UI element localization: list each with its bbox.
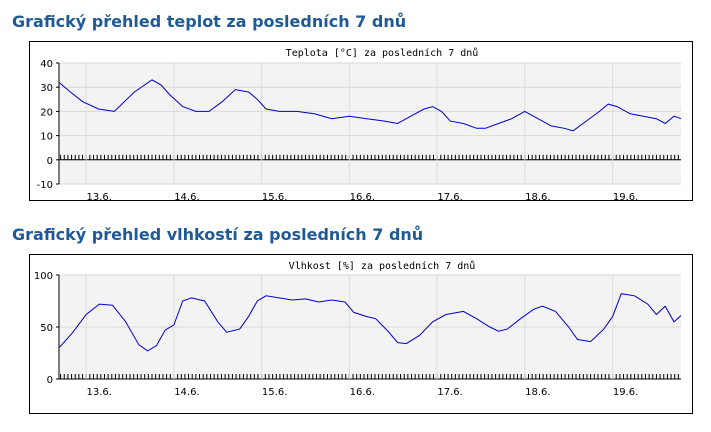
temperature-y-tick-label: 40	[40, 59, 53, 70]
temperature-y-tick-label: 20	[40, 107, 53, 118]
humidity-y-tick-label: 0	[47, 375, 53, 386]
temperature-x-tick-label: 14.6.	[174, 192, 199, 203]
temperature-chart-svg: Teplota [°C] za posledních 7 dnů 40 30 20 10…	[37, 47, 682, 203]
humidity-chart: Vlhkost [%] za posledních 7 dnů 100 50 0 13.…	[29, 254, 693, 414]
humidity-x-tick-label: 15.6.	[262, 387, 287, 398]
temperature-y-tick-label: 10	[40, 132, 53, 143]
humidity-x-tick-label: 16.6.	[350, 387, 375, 398]
humidity-series-line	[58, 293, 682, 352]
humidity-y-tick-label: 50	[40, 323, 53, 334]
humidity-section-title: Grafický přehled vlhkostí za posledních …	[12, 225, 424, 244]
temperature-chart-title: Teplota [°C] za posledních 7 dnů	[286, 47, 479, 59]
temperature-section-title: Grafický přehled teplot za posledních 7 …	[12, 12, 407, 31]
humidity-x-tick-label: 19.6.	[613, 387, 638, 398]
temperature-y-tick-label: 30	[40, 83, 53, 94]
temperature-y-tick-label: 0	[47, 156, 53, 167]
temperature-x-tick-label: 17.6.	[437, 192, 462, 203]
humidity-y-tick-label: 100	[34, 271, 53, 282]
temperature-y-tick-label: -10	[37, 180, 53, 191]
temperature-plot-area	[59, 63, 681, 184]
temperature-x-tick-label: 16.6.	[350, 192, 375, 203]
humidity-x-tick-label: 14.6.	[174, 387, 199, 398]
temperature-x-tick-label: 18.6.	[525, 192, 550, 203]
temperature-x-tick-label: 19.6.	[613, 192, 638, 203]
humidity-chart-svg: Vlhkost [%] za posledních 7 dnů 100 50 0 13.…	[34, 260, 682, 398]
temperature-x-tick-label: 15.6.	[262, 192, 287, 203]
humidity-x-tick-label: 17.6.	[437, 387, 462, 398]
humidity-x-tick-label: 18.6.	[525, 387, 550, 398]
humidity-chart-title: Vlhkost [%] za posledních 7 dnů	[289, 260, 476, 272]
humidity-x-tick-label: 13.6.	[86, 387, 111, 398]
temperature-x-tick-label: 13.6.	[86, 192, 111, 203]
temperature-chart: Teplota [°C] za posledních 7 dnů 40 30 20 10…	[29, 41, 693, 203]
temperature-series-line	[58, 79, 682, 132]
